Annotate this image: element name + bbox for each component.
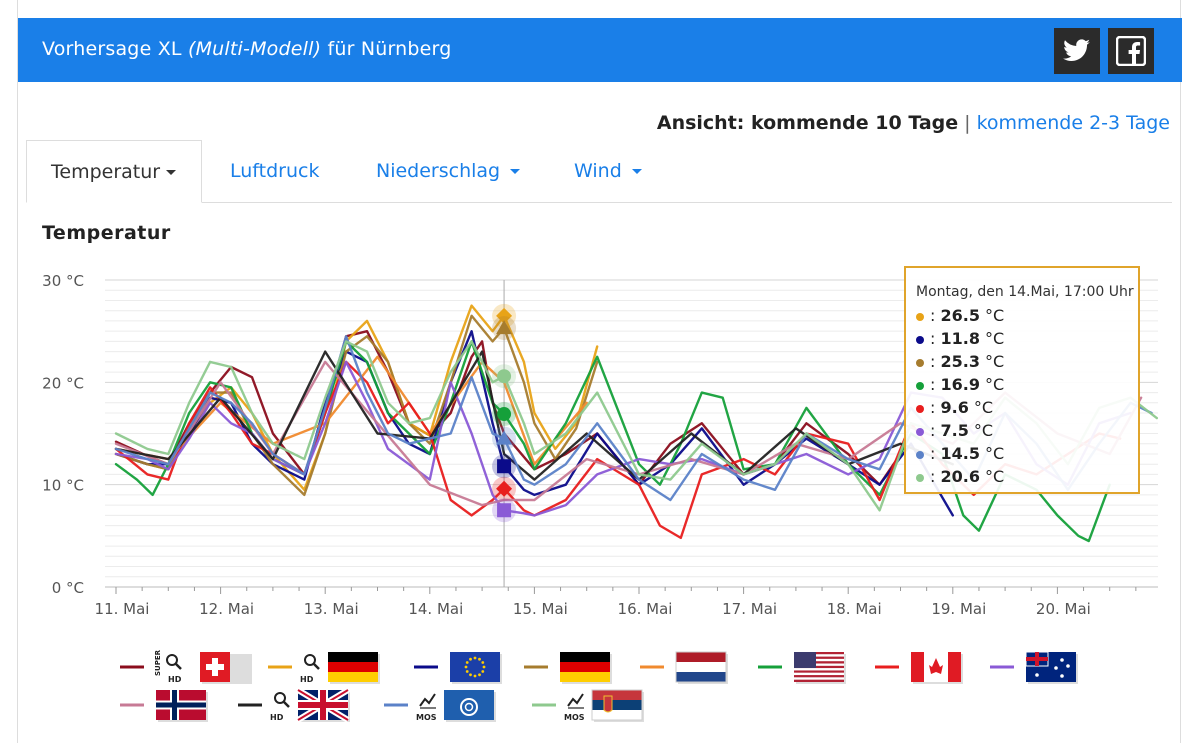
tooltip-value: : 9.6 °C	[930, 398, 994, 417]
x-tick-label: 14. Mai	[408, 600, 463, 618]
tooltip-row: : 11.8 °C	[916, 329, 1004, 348]
tab-luftdruck[interactable]: Luftdruck	[230, 140, 319, 202]
series-dot-icon	[916, 404, 924, 413]
y-tick-label: 20 °C	[42, 374, 84, 392]
title-city: für Nürnberg	[327, 38, 452, 60]
tab-niederschlag[interactable]: Niederschlag	[376, 140, 521, 202]
tooltip-value: : 7.5 °C	[930, 421, 994, 440]
x-tick-label: 12. Mai	[199, 600, 254, 618]
y-tick-label: 10 °C	[42, 477, 84, 495]
hover-marker	[497, 369, 512, 384]
header-bar: Vorhersage XL (Multi-Modell) für Nürnber…	[18, 18, 1182, 82]
hover-marker	[496, 480, 513, 497]
title-main: Vorhersage XL	[42, 38, 182, 60]
view-alt-link[interactable]: kommende 2-3 Tage	[976, 112, 1170, 134]
series-dot-icon	[916, 335, 924, 344]
x-tick-label: 15. Mai	[513, 600, 568, 618]
series-line-netherlands	[114, 355, 588, 466]
hover-marker	[497, 459, 512, 474]
series-dot-icon	[916, 312, 924, 321]
y-tick-label: 30 °C	[42, 272, 84, 290]
x-tick-label: 17. Mai	[722, 600, 777, 618]
tooltip-value: : 25.3 °C	[930, 352, 1005, 371]
tab-wind[interactable]: Wind	[574, 140, 642, 202]
x-tick-label: 16. Mai	[618, 600, 673, 618]
chevron-down-icon	[166, 170, 177, 175]
tooltip-value: : 14.5 °C	[930, 444, 1005, 463]
tab-niederschlag-label: Niederschlag	[376, 160, 501, 182]
tooltip-row: : 9.6 °C	[916, 398, 993, 417]
hover-marker	[496, 430, 513, 445]
view-selector: Ansicht: kommende 10 Tage | kommende 2-3 T…	[657, 112, 1170, 134]
tab-temperatur-label: Temperatur	[51, 161, 161, 183]
x-tick-label: 11. Mai	[95, 600, 150, 618]
chart-tooltip: Montag, den 14.Mai, 17:00 Uhr : 26.5 °C:…	[904, 266, 1140, 494]
tooltip-row: : 16.9 °C	[916, 375, 1004, 394]
view-separator: |	[964, 112, 971, 134]
series-dot-icon	[916, 427, 924, 436]
chart-section-title: Temperatur	[42, 222, 171, 244]
x-tick-label: 19. Mai	[931, 600, 986, 618]
forecast-card: Vorhersage XL (Multi-Modell) für Nürnber…	[17, 0, 1182, 743]
twitter-button[interactable]	[1054, 28, 1100, 74]
tooltip-row: : 25.3 °C	[916, 352, 1004, 371]
tab-bar: Temperatur Luftdruck Niederschlag Wind	[26, 140, 1172, 203]
tooltip-title: Montag, den 14.Mai, 17:00 Uhr	[916, 284, 1134, 300]
x-tick-label: 13. Mai	[304, 600, 359, 618]
tooltip-value: : 16.9 °C	[930, 375, 1005, 394]
tooltip-row: : 20.6 °C	[916, 467, 1004, 486]
twitter-icon	[1063, 39, 1090, 61]
tooltip-row: : 14.5 °C	[916, 444, 1004, 463]
tooltip-row: : 7.5 °C	[916, 421, 993, 440]
view-current-label: Ansicht: kommende 10 Tage	[656, 112, 959, 134]
series-dot-icon	[916, 358, 924, 367]
facebook-button[interactable]	[1108, 28, 1154, 74]
tooltip-value: : 20.6 °C	[930, 467, 1005, 486]
series-dot-icon	[916, 473, 924, 482]
tab-temperatur[interactable]: Temperatur	[26, 140, 202, 203]
title-model: (Multi-Modell)	[187, 38, 322, 60]
x-tick-label: 18. Mai	[827, 600, 882, 618]
chevron-down-icon	[631, 169, 642, 174]
series-dot-icon	[916, 381, 924, 390]
hover-marker	[496, 307, 513, 324]
series-dot-icon	[916, 450, 924, 459]
hover-marker	[496, 320, 513, 335]
y-tick-label: 0 °C	[52, 579, 84, 597]
hover-marker	[497, 503, 512, 518]
tab-luftdruck-label: Luftdruck	[230, 160, 320, 182]
page-title: Vorhersage XL (Multi-Modell) für Nürnber…	[42, 38, 452, 60]
hover-marker	[497, 407, 512, 422]
tooltip-row: : 26.5 °C	[916, 306, 1004, 325]
facebook-icon	[1116, 36, 1146, 66]
chevron-down-icon	[510, 169, 521, 174]
x-tick-label: 20. Mai	[1036, 600, 1091, 618]
tooltip-value: : 11.8 °C	[930, 329, 1005, 348]
tab-wind-label: Wind	[574, 160, 622, 182]
tooltip-value: : 26.5 °C	[930, 306, 1005, 325]
